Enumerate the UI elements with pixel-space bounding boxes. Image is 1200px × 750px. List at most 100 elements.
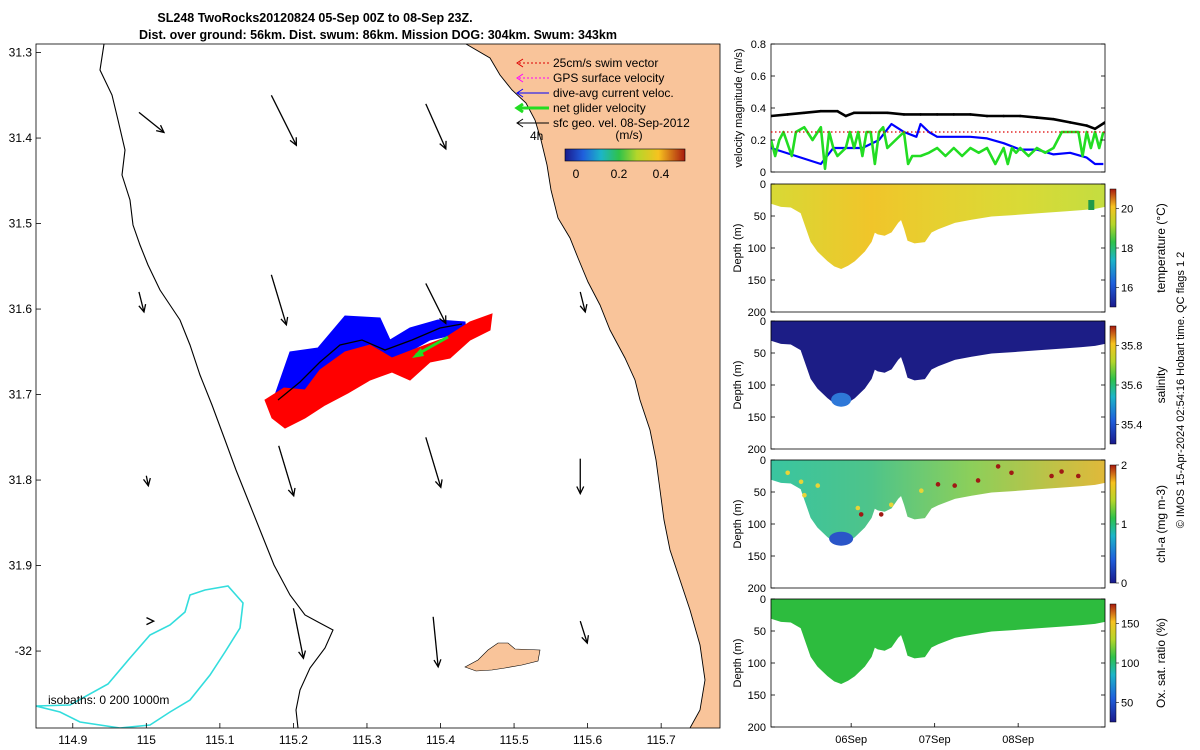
- section-colorbar: [1109, 325, 1117, 445]
- map-colorbar-unit: (m/s): [615, 128, 642, 142]
- section-colorbar-tick-label: 16: [1121, 282, 1133, 294]
- section-colorbar-tick-label: 0: [1121, 578, 1127, 590]
- chla-sample-dot: [952, 483, 957, 488]
- section-colorbar-tick-label: 100: [1121, 658, 1139, 670]
- geo-vector-arrow: [432, 616, 442, 669]
- velocity-point: [1052, 117, 1055, 121]
- section-panel-section-oxsat: 0 50 100 150 200 Depth (m) 50 100 150 Ox. sat. ra…: [732, 594, 1168, 734]
- section-fill: [771, 184, 1105, 270]
- isobath-1000m: [36, 585, 244, 728]
- geo-vector-arrow: [278, 445, 296, 498]
- section-y-tick-label: 150: [748, 690, 766, 702]
- velocity-point: [1103, 121, 1105, 124]
- legend-entry: net glider velocity: [514, 101, 646, 115]
- geo-vector-shaft: [579, 620, 588, 644]
- isobath-label: isobaths: 0 200 1000m: [48, 693, 169, 707]
- imos-note: © IMOS 15-Apr-2024 02:54:16 Hobart time.…: [1175, 252, 1187, 529]
- section-colorbar-tick-label: 150: [1121, 619, 1139, 631]
- geo-vector-head: [289, 137, 298, 147]
- chla-sample-dot: [855, 505, 861, 511]
- map-y-tick-label: 31.7: [9, 388, 33, 402]
- section-y-tick-label: 50: [754, 487, 766, 499]
- chla-sample-dot: [1009, 470, 1014, 476]
- geo-vector-arrow: [425, 103, 447, 151]
- legend-swatch-head: [514, 102, 524, 114]
- map-colorbar: (m/s) 0 0.2 0.4: [564, 128, 686, 181]
- geo-vector-arrow: [270, 95, 298, 147]
- geo-vector-head: [146, 617, 156, 626]
- velocity-point: [919, 113, 922, 116]
- velocity-point: [869, 111, 873, 115]
- geo-vector-shaft: [579, 291, 586, 313]
- velocity-point: [1085, 124, 1089, 127]
- map-panel: 114.9 115 115.1 115.2 115.3 115.4 115.5 115.6 11…: [9, 43, 721, 747]
- map-x-tick-label: 115.2: [279, 733, 308, 747]
- section-panel-section-chla: 0 50 100 150 200 Depth (m) 0 1 2 chl-a (mg m-3): [732, 455, 1168, 595]
- section-data: [771, 460, 1105, 546]
- geo-vector-head: [434, 479, 443, 489]
- coastline: [465, 44, 706, 728]
- map-x-tick-label: 115.1: [205, 733, 234, 747]
- section-x-tick-label: 06Sep: [835, 734, 867, 746]
- geo-vector-shaft: [138, 111, 165, 133]
- geo-vector-head: [298, 650, 307, 660]
- velocity-point: [771, 114, 773, 118]
- map-y-axis: 31.3 31.4 31.5 31.6 31.7 31.8 31.9 -32: [9, 46, 41, 658]
- section-fill: [771, 460, 1105, 546]
- velocity-magnitude-panel: 0 0.2 0.4 0.6 0.8 velocity magnitude (m/s): [733, 39, 1106, 179]
- map-y-tick-label: 31.6: [9, 302, 33, 316]
- geostrophic-vectors: [138, 95, 590, 669]
- velocity-point: [1035, 116, 1039, 119]
- chla-sample-dot: [858, 512, 864, 517]
- chla-sample-dot: [919, 488, 924, 494]
- geo-vector-head: [156, 124, 166, 134]
- velocity-point: [819, 109, 823, 113]
- geo-vector-shaft: [270, 274, 287, 326]
- geo-vector-arrow: [270, 274, 289, 327]
- section-ylabel: Depth (m): [732, 224, 744, 273]
- velocity-y-tick-label: 0.6: [751, 71, 766, 83]
- section-ylabel: Depth (m): [732, 500, 744, 549]
- velocity-ylabel: velocity magnitude (m/s): [733, 48, 745, 167]
- section-colorbar: [1109, 603, 1117, 723]
- section-y-tick-label: 0: [760, 316, 766, 328]
- geo-vector-head: [581, 635, 590, 645]
- velocity-point: [786, 113, 789, 116]
- map-colorbar-tick: 0: [573, 167, 580, 181]
- map-colorbar-tick: 0.2: [611, 167, 628, 181]
- velocity-frame: [770, 43, 1106, 173]
- section-colorbar-tick-label: 18: [1121, 243, 1133, 255]
- velocity-point: [902, 113, 906, 116]
- geo-vector-shaft: [292, 608, 305, 659]
- section-colorbar-tick-label: 35.4: [1121, 419, 1142, 431]
- map-x-tick-label: 115.7: [647, 733, 676, 747]
- chla-sample-dot: [1059, 469, 1064, 474]
- section-colorbar-label: Ox. sat. ratio (%): [1154, 618, 1168, 708]
- section-y-tick-label: 200: [748, 583, 766, 595]
- geo-vector-shaft: [145, 475, 149, 486]
- legend-swatch-head: [516, 73, 524, 83]
- section-y-tick-label: 100: [748, 519, 766, 531]
- chla-sample-dot: [878, 512, 884, 517]
- section-fill: [771, 321, 1105, 407]
- velocity-series: [771, 109, 1105, 171]
- map-x-axis: 114.9 115 115.1 115.2 115.3 115.4 115.5 115.6 11…: [58, 723, 676, 747]
- geo-vector-arrow: [138, 291, 147, 314]
- legend-label: net glider velocity: [553, 101, 646, 115]
- geo-vector-arrow: [142, 475, 151, 488]
- chla-sample-dot: [798, 479, 804, 485]
- velocity-series-line: [771, 125, 1105, 171]
- velocity-point: [1093, 127, 1097, 131]
- section-y-tick-label: 50: [754, 626, 766, 638]
- velocity-series-line: [771, 122, 1104, 166]
- map-x-tick-label: 114.9: [58, 733, 87, 747]
- legend-entry: dive-avg current veloc.: [516, 86, 674, 100]
- section-colorbar: [1109, 188, 1117, 308]
- geo-vector-shaft: [432, 616, 439, 667]
- geo-vector-arrow: [425, 437, 443, 489]
- chla-sample-dot: [802, 492, 807, 498]
- chla-sample-dot: [995, 464, 1001, 469]
- map-y-tick-label: 31.9: [9, 559, 33, 573]
